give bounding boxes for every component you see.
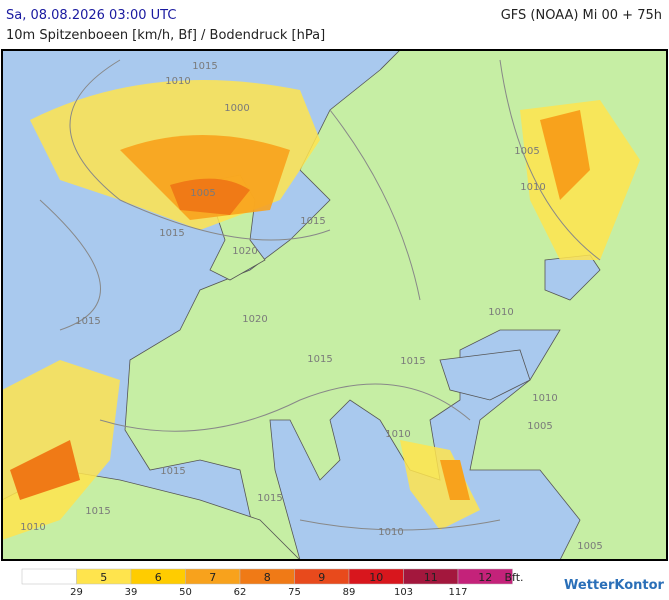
isobar-label: 1020 [232, 246, 257, 257]
isobar-label: 1010 [520, 182, 545, 193]
legend-bft-label: 9 [318, 571, 325, 584]
gust-area [400, 440, 480, 530]
legend-swatch [21, 568, 77, 585]
isobar-label: 1015 [192, 61, 217, 72]
legend-bft-label: 8 [264, 571, 271, 584]
legend-unit: Bft. [505, 571, 524, 584]
legend-kmh-label: 75 [288, 587, 301, 598]
isobar-label: 1010 [165, 76, 190, 87]
isobar-label: 1005 [190, 188, 215, 199]
legend-bft-label: 5 [100, 571, 107, 584]
isobar-label: 1015 [85, 506, 110, 517]
isobar-label: 1010 [385, 429, 410, 440]
isobars [39, 59, 601, 531]
map-frame [1, 49, 668, 561]
map: 1015 1010 1000 1005 1015 1020 1015 1015 … [1, 49, 668, 561]
gust-area [120, 135, 290, 220]
legend-kmh-label: 62 [234, 587, 247, 598]
isobar-label: 1000 [224, 103, 249, 114]
isobar-label: 1005 [514, 146, 539, 157]
header-date: Sa, 08.08.2026 03:00 UTC [6, 8, 176, 23]
isobar-label: 1010 [378, 527, 403, 538]
legend-bft-label: 10 [369, 571, 383, 584]
legend-kmh-label: 117 [448, 587, 467, 598]
legend-kmh-label: 50 [179, 587, 192, 598]
header-model: GFS (NOAA) Mi 00 + 75h [501, 8, 662, 23]
legend-kmh-label: 89 [343, 587, 356, 598]
isobar-labels: 1015 1010 1000 1005 1015 1020 1015 1015 … [20, 61, 602, 552]
legend-kmh-label: 39 [125, 587, 138, 598]
gust-area [170, 178, 250, 215]
legend-bft-label: 12 [478, 571, 492, 584]
isobar-label: 1010 [532, 393, 557, 404]
isobar-label: 1020 [242, 314, 267, 325]
legend-bft-label: 6 [155, 571, 162, 584]
header-subtitle: 10m Spitzenboeen [km/h, Bf] / Bodendruck… [6, 28, 325, 43]
isobar-label: 1015 [257, 493, 282, 504]
isobar-label: 1010 [488, 307, 513, 318]
legend-bft-label: 7 [209, 571, 216, 584]
isobar-label: 1005 [527, 421, 552, 432]
isobar-label: 1005 [577, 541, 602, 552]
isobar-label: 1010 [20, 522, 45, 533]
legend-bft-label: 11 [424, 571, 438, 584]
gust-area [440, 460, 470, 500]
logo: WetterKontor [564, 578, 665, 593]
isobar-label: 1015 [75, 316, 100, 327]
isobar-label: 1015 [400, 356, 425, 367]
isobar-label: 1015 [307, 354, 332, 365]
gust-area [540, 110, 590, 200]
legend-swatch [457, 568, 513, 585]
isobar-label: 1015 [159, 228, 184, 239]
isobar-label: 1015 [160, 466, 185, 477]
legend-kmh-label: 103 [394, 587, 413, 598]
legend-kmh-label: 29 [70, 587, 83, 598]
isobar-label: 1015 [300, 216, 325, 227]
gust-area [10, 440, 80, 500]
